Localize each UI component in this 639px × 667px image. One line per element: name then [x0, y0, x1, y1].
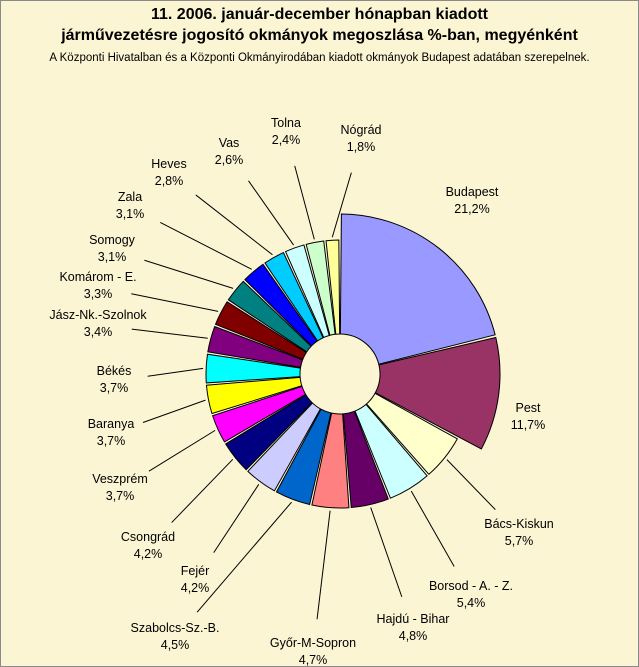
pie-slice-baranya [205, 376, 303, 415]
slice-label-csongrad: Csongrád 4,2% [121, 530, 175, 561]
slice-label-budapest: Budapest 21,2% [446, 185, 499, 216]
slice-label-komarom-e: Komárom - E. 3,3% [59, 270, 136, 301]
leader-line-hajdu-bihar [370, 507, 403, 598]
leader-line-gyor-m-sopron [316, 510, 331, 620]
slice-label-heves: Heves 2,8% [151, 157, 186, 188]
leader-line-tolna [294, 165, 315, 240]
chart-subtitle: A Központi Hivatalban és a Központi Okmá… [49, 52, 590, 64]
leader-lines [131, 165, 496, 620]
pie-slice-tolna [305, 240, 336, 336]
pie-slice-heves [264, 251, 324, 342]
slice-label-hajdu-bihar: Hajdú - Bihar 4,8% [377, 612, 450, 643]
slice-labels: Budapest 21,2% Pest 11,7% Bács-Kiskun 5,7% Bor… [49, 116, 553, 667]
leader-line-baranya [142, 399, 206, 423]
leader-line-somogy [144, 259, 234, 289]
leader-line-csongrad [171, 458, 234, 523]
slice-label-veszprem: Veszprém 3,7% [92, 472, 148, 503]
slice-label-vas: Vas 2,6% [215, 136, 244, 167]
pie-slice-pest [374, 336, 501, 450]
slice-label-tolna: Tolna 2,4% [271, 116, 301, 147]
pie-slice-csongrad [225, 394, 313, 471]
leader-line-jasz-nk-szolnok [131, 328, 208, 339]
pie-slice-komarom-e [214, 301, 307, 360]
pie-slice-veszprem [212, 385, 307, 443]
leader-line-heves [195, 194, 273, 256]
slice-label-bekes: Békés 3,7% [97, 364, 132, 395]
pie-slice-fejer [247, 402, 322, 492]
leader-line-nograd [331, 172, 352, 238]
pie-slice-vas [284, 244, 330, 339]
slice-label-nograd: Nógrád 1,8% [341, 123, 382, 154]
slice-label-bacs-kiskun: Bács-Kiskun 5,7% [484, 517, 554, 548]
slice-label-somogy: Somogy 3,1% [89, 233, 136, 264]
pie-slice-szabolcs-sz-b [275, 408, 332, 506]
leader-line-veszprem [148, 429, 216, 472]
chart-title-line1: 11. 2006. január-december hónapban kiado… [151, 6, 488, 23]
leader-line-komarom-e [131, 293, 219, 312]
pie-slices [205, 213, 501, 509]
pie-slice-jasz-nk-szolnok [207, 325, 304, 368]
slice-label-fejer: Fejér 4,2% [181, 564, 210, 595]
slice-label-borsod-a-z: Borsod - A. - Z. 5,4% [429, 579, 513, 610]
slice-label-jasz-nk-szolnok: Jász-Nk.-Szolnok 3,4% [49, 308, 147, 339]
leader-line-szabolcs-sz-b [196, 501, 292, 613]
chart-title-line2: járművezetésre jogosító okmányok megoszl… [61, 27, 578, 44]
leader-line-vas [248, 180, 295, 246]
pie-slice-gyor-m-sopron [311, 412, 350, 509]
pie-slice-bacs-kiskun [365, 392, 458, 476]
leader-line-bekes [147, 367, 204, 377]
leader-line-fejer [213, 484, 260, 553]
slice-label-gyor-m-sopron: Győr-M-Sopron 4,7% [270, 636, 356, 667]
leader-line-bacs-kiskun [446, 459, 496, 510]
pie-slice-somogy [227, 280, 312, 353]
leader-line-borsod-a-z [410, 490, 455, 567]
slice-label-pest: Pest 11,7% [511, 401, 546, 432]
pie-slice-budapest [339, 213, 496, 365]
slice-label-zala: Zala 3,1% [116, 190, 145, 221]
pie-slice-nograd [325, 239, 341, 335]
leader-line-zala [160, 222, 252, 270]
pie-slice-hajdu-bihar [342, 410, 389, 509]
slice-label-szabolcs-sz-b: Szabolcs-Sz.-B. 4,5% [131, 621, 220, 652]
pie-slice-borsod-a-z [354, 403, 428, 499]
pie-slice-zala [244, 263, 318, 347]
slice-label-baranya: Baranya 3,7% [88, 417, 135, 448]
pie-slice-bekes [205, 353, 302, 384]
